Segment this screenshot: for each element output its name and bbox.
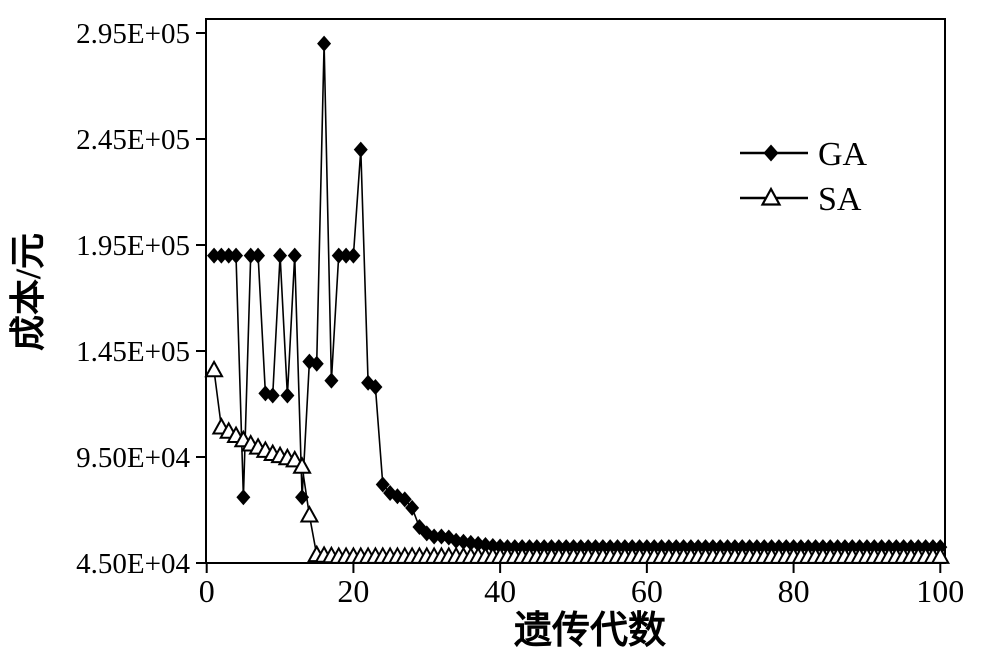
y-tick-label: 1.95E+05 — [76, 230, 190, 262]
x-tick-label: 0 — [199, 573, 215, 609]
legend: GA SA — [740, 136, 868, 218]
ga-diamond-marker — [397, 491, 412, 508]
ga-diamond-marker — [375, 476, 390, 493]
y-tick-label: 4.50E+04 — [76, 548, 190, 580]
y-tick-label: 1.45E+05 — [76, 336, 190, 368]
sa-series-line — [213, 369, 941, 558]
ga-diamond-marker — [405, 499, 420, 516]
ga-diamond-marker — [331, 247, 346, 264]
ga-diamond-marker — [324, 372, 339, 389]
x-tick-label: 80 — [778, 573, 810, 609]
y-tick-label: 9.50E+04 — [76, 442, 190, 474]
ga-diamond-marker — [427, 528, 442, 545]
ga-diamond-marker — [287, 247, 302, 264]
sa-triangle-marker — [299, 505, 320, 523]
ga-diamond-marker — [353, 141, 368, 158]
data-series — [204, 35, 950, 564]
sa-triangle-marker — [930, 546, 950, 564]
ga-diamond-marker — [243, 247, 258, 264]
y-tick-label: 2.45E+05 — [76, 124, 190, 156]
ga-diamond-marker — [236, 489, 251, 506]
ga-diamond-marker — [368, 379, 383, 396]
ga-diamond-marker — [229, 247, 244, 264]
legend-ga-label: GA — [818, 136, 868, 173]
x-tick-label: 100 — [916, 573, 964, 609]
legend-sa-triangle-icon — [760, 186, 782, 206]
sa-triangle-marker — [204, 359, 224, 378]
ga-diamond-marker — [280, 387, 295, 404]
ga-series-line — [214, 43, 941, 548]
ga-diamond-marker — [339, 247, 354, 264]
ga-diamond-marker — [273, 247, 288, 264]
x-tick-label: 40 — [484, 573, 516, 609]
ga-diamond-marker — [265, 387, 280, 404]
legend-sa-label: SA — [818, 181, 862, 218]
ga-diamond-marker — [207, 247, 222, 264]
ga-diamond-marker — [317, 35, 332, 52]
y-tick-label: 2.95E+05 — [76, 18, 190, 50]
ga-diamond-marker — [221, 247, 236, 264]
ga-diamond-marker — [251, 247, 266, 264]
x-tick-label: 20 — [337, 573, 369, 609]
legend-ga-diamond-icon — [763, 144, 779, 162]
x-axis-title: 遗传代数 — [514, 610, 666, 652]
ga-diamond-marker — [346, 247, 361, 264]
sa-triangle-marker — [292, 456, 312, 474]
y-axis-title: 成本/元 — [8, 233, 48, 351]
ga-diamond-marker — [214, 247, 229, 264]
plot-frame — [205, 18, 946, 564]
ga-diamond-marker — [309, 355, 324, 372]
axes-ticks: 2.95E+05 2.45E+05 1.95E+05 1.45E+05 9.50E+04… — [76, 18, 964, 609]
x-tick-label: 60 — [631, 573, 663, 609]
